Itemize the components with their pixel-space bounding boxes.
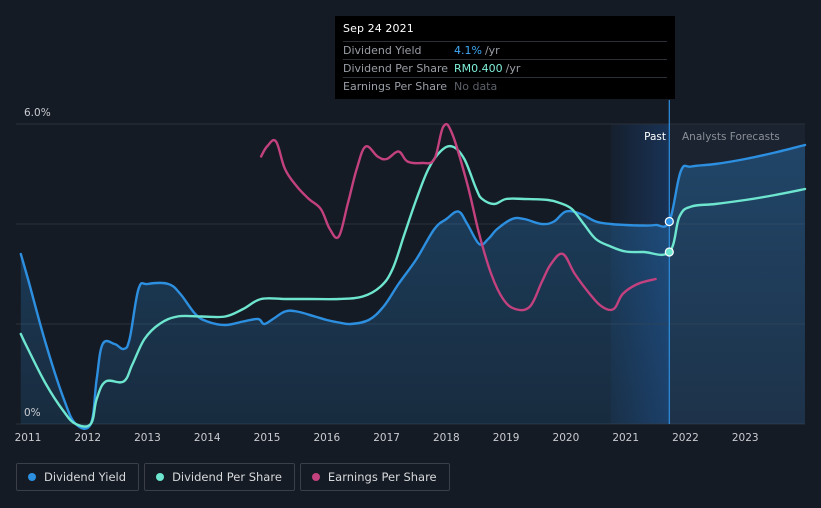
tooltip-unit: /yr (505, 62, 521, 75)
tooltip-unit: /yr (484, 44, 500, 57)
tooltip-label: Dividend Per Share (343, 62, 449, 75)
legend: Dividend Yield Dividend Per Share Earnin… (16, 463, 450, 491)
tooltip-label: Dividend Yield (343, 44, 422, 57)
x-tick-label: 2013 (134, 432, 161, 444)
tooltip-row-earnings-per-share: Earnings Per Share No data (343, 77, 667, 95)
highlight-marker-dividend-yield (664, 216, 674, 227)
series-line-dividend-yield (19, 143, 807, 430)
x-tick-label: 2021 (612, 432, 639, 444)
x-tick-label: 2019 (493, 432, 520, 444)
y-tick-label: 0% (24, 407, 41, 419)
legend-label: Dividend Per Share (172, 470, 282, 484)
x-tick-label: 2016 (313, 432, 340, 444)
legend-dot-icon (28, 473, 36, 481)
forecast-region-label: Analysts Forecasts (682, 131, 780, 143)
x-tick-label: 2018 (433, 432, 460, 444)
highlight-marker-dividend-per-share (664, 247, 674, 257)
x-tick-label: 2017 (373, 432, 400, 444)
tooltip-value: No data (454, 80, 498, 93)
tooltip-row-dividend-yield: Dividend Yield 4.1% /yr (343, 41, 667, 59)
series-area-dividend-yield (20, 145, 806, 429)
tooltip-value: RM0.400 (454, 62, 503, 75)
series-line-dividend-per-share (19, 144, 807, 428)
tooltip-label: Earnings Per Share (343, 80, 448, 93)
tooltip-row-dividend-per-share: Dividend Per Share RM0.400 /yr (343, 59, 667, 77)
tooltip-date: Sep 24 2021 (343, 22, 414, 35)
legend-item-earnings-per-share[interactable]: Earnings Per Share (299, 463, 450, 491)
x-tick-label: 2011 (15, 432, 42, 444)
x-tick-label: 2020 (553, 432, 580, 444)
legend-dot-icon (156, 473, 165, 481)
tooltip-value: 4.1% (454, 44, 482, 57)
series-line-earnings-per-share (259, 122, 657, 312)
legend-label: Dividend Yield (44, 470, 127, 484)
x-tick-label: 2014 (194, 432, 221, 444)
hover-tooltip: Sep 24 2021 Dividend Yield 4.1% /yr Divi… (335, 16, 675, 99)
legend-item-dividend-per-share[interactable]: Dividend Per Share (144, 463, 295, 491)
x-tick-label: 2022 (672, 432, 699, 444)
legend-label: Earnings Per Share (327, 470, 437, 484)
past-region-label: Past (644, 131, 666, 143)
x-tick-label: 2015 (254, 432, 281, 444)
y-tick-label: 6.0% (24, 107, 51, 119)
x-tick-label: 2012 (74, 432, 101, 444)
x-tick-label: 2023 (732, 432, 759, 444)
legend-item-dividend-yield[interactable]: Dividend Yield (16, 463, 140, 491)
legend-dot-icon (311, 473, 320, 481)
